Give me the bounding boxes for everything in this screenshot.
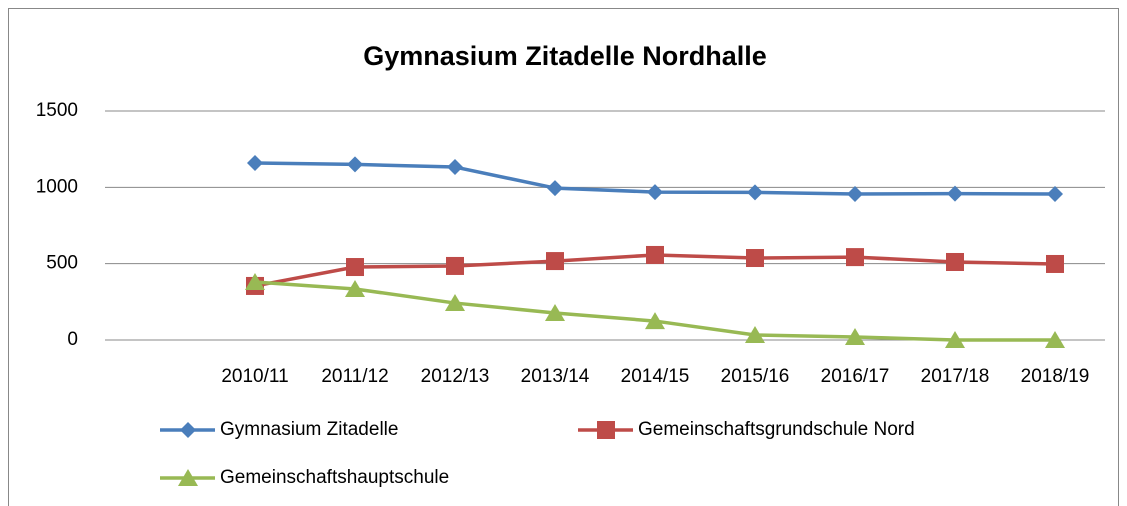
marker: [347, 156, 363, 173]
marker: [345, 280, 365, 298]
marker: [346, 258, 364, 277]
marker: [645, 312, 665, 330]
marker: [446, 256, 464, 275]
y-tick-label: 1500: [36, 100, 78, 121]
marker: [547, 180, 563, 197]
marker: [546, 252, 564, 271]
legend-label: Gymnasium Zitadelle: [220, 419, 398, 440]
marker: [445, 294, 465, 312]
marker: [747, 184, 763, 201]
marker: [745, 325, 765, 343]
marker: [847, 186, 863, 203]
marker: [647, 184, 663, 201]
marker: [545, 303, 565, 321]
y-tick-label: 0: [67, 329, 78, 350]
x-tick-label: 2017/18: [921, 366, 990, 387]
x-tick-label: 2010/11: [221, 366, 288, 387]
x-tick-label: 2016/17: [821, 366, 890, 387]
legend-label: Gemeinschaftshauptschule: [220, 467, 449, 488]
legend-marker: [597, 421, 615, 439]
marker: [945, 331, 965, 348]
marker: [947, 185, 963, 202]
y-tick-label: 1000: [36, 176, 78, 197]
x-tick-label: 2014/15: [621, 366, 690, 387]
x-tick-label: 2012/13: [421, 366, 490, 387]
legend-marker: [178, 469, 198, 486]
marker: [946, 252, 964, 271]
marker: [247, 155, 263, 172]
marker: [1045, 331, 1065, 348]
marker: [447, 159, 463, 176]
chart-title: Gymnasium Zitadelle Nordhalle: [363, 41, 767, 71]
legend-marker: [180, 422, 196, 438]
marker: [845, 327, 865, 345]
marker: [846, 248, 864, 267]
x-tick-label: 2011/12: [321, 366, 388, 387]
y-tick-label: 500: [46, 253, 78, 274]
marker: [1047, 186, 1063, 203]
marker: [646, 245, 664, 264]
x-tick-label: 2015/16: [721, 366, 790, 387]
x-tick-label: 2018/19: [1021, 366, 1090, 387]
marker: [746, 249, 764, 268]
marker: [1046, 254, 1064, 273]
marker: [245, 272, 265, 290]
legend-label: Gemeinschaftsgrundschule Nord: [638, 419, 915, 440]
x-tick-label: 2013/14: [521, 366, 590, 387]
